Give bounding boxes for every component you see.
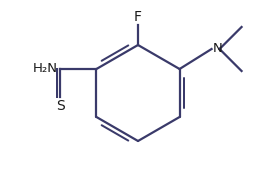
- Text: F: F: [134, 10, 142, 24]
- Text: H₂N: H₂N: [33, 62, 57, 76]
- Text: S: S: [56, 99, 65, 113]
- Text: N: N: [213, 42, 222, 56]
